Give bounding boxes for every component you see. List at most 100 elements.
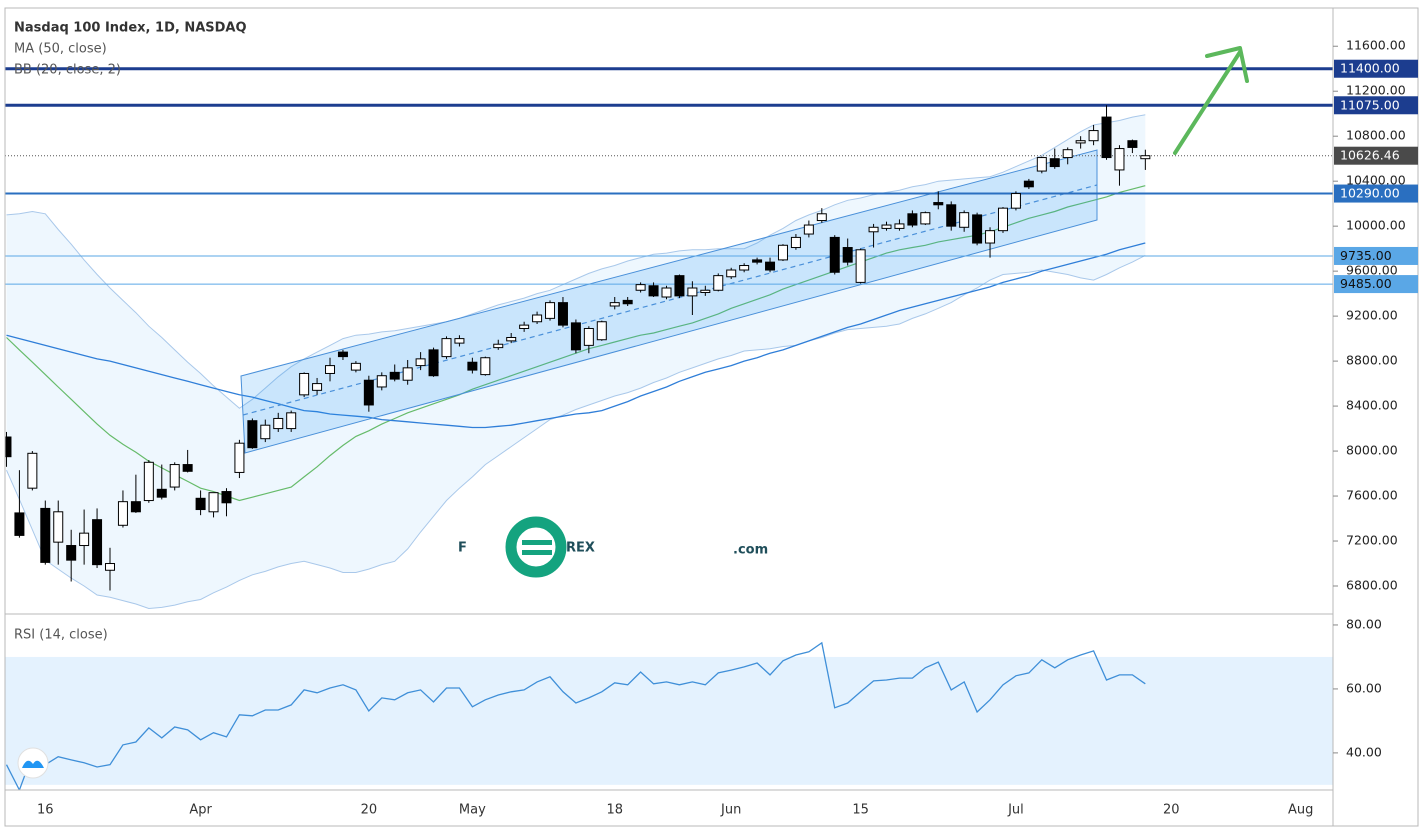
last-price-label: 10626.46 bbox=[1340, 148, 1400, 163]
candle-body bbox=[622, 299, 633, 305]
candle-body bbox=[467, 361, 478, 371]
logo-icon bbox=[22, 760, 44, 768]
arrow-head bbox=[1205, 46, 1249, 83]
candle-body bbox=[441, 338, 452, 358]
level-label: 11400.00 bbox=[1340, 61, 1400, 76]
rsi-line bbox=[5, 641, 1146, 790]
candle-body bbox=[169, 464, 180, 488]
y-tick-label: 10800.00 bbox=[1346, 128, 1406, 143]
candle-body bbox=[1075, 140, 1086, 144]
candle-body bbox=[1140, 155, 1151, 160]
watermark-o-bar bbox=[522, 550, 552, 555]
candle-body bbox=[92, 519, 103, 566]
candle-body bbox=[829, 236, 840, 273]
y-tick-label: 7600.00 bbox=[1346, 488, 1398, 503]
level-label: 9485.00 bbox=[1340, 276, 1392, 291]
candle-body bbox=[260, 424, 271, 440]
candle-body bbox=[519, 324, 530, 329]
candle-body bbox=[842, 247, 853, 263]
candle-body bbox=[907, 213, 918, 226]
candle-body bbox=[27, 452, 38, 489]
candle-body bbox=[959, 212, 970, 228]
candle-body bbox=[713, 275, 724, 291]
level-label-bg bbox=[1334, 184, 1418, 203]
candle-body bbox=[273, 417, 284, 430]
candle-body bbox=[363, 379, 374, 406]
candle-body bbox=[997, 207, 1008, 232]
bb-upper bbox=[6, 114, 1146, 409]
candle-body bbox=[596, 321, 607, 341]
candle-body bbox=[1036, 157, 1047, 172]
x-tick-label: 18 bbox=[606, 803, 623, 818]
x-tick-label: 20 bbox=[1163, 803, 1180, 818]
candle-body bbox=[532, 314, 543, 323]
candle-body bbox=[376, 375, 387, 388]
y-tick-label: 9200.00 bbox=[1346, 308, 1398, 323]
candle-body bbox=[66, 545, 77, 561]
level-layer bbox=[5, 67, 1333, 285]
candle-body bbox=[415, 358, 426, 367]
last-price-bg bbox=[1334, 146, 1418, 165]
rsi-title: RSI (14, close) bbox=[14, 628, 108, 643]
candle-body bbox=[609, 302, 620, 307]
candle-body bbox=[726, 269, 737, 278]
candle-body bbox=[648, 285, 659, 297]
candle-body bbox=[700, 289, 711, 294]
candle-body bbox=[208, 492, 219, 513]
candle-body bbox=[1101, 116, 1112, 159]
candle-body bbox=[299, 372, 310, 396]
candle-body bbox=[350, 362, 361, 371]
candle-body bbox=[312, 383, 323, 391]
candle-body bbox=[1088, 130, 1099, 142]
candle-layer bbox=[5, 105, 1151, 591]
candle-body bbox=[920, 212, 931, 225]
level-label-bg bbox=[1334, 96, 1418, 115]
watermark-o bbox=[505, 516, 567, 578]
axis-layer: 6800.00 7200.00 7600.00 8000.00 8400.00 8800.… bbox=[37, 38, 1418, 818]
watermark-right: REX bbox=[566, 541, 595, 556]
candle-body bbox=[454, 338, 465, 344]
candle-body bbox=[635, 284, 646, 291]
level-label: 10290.00 bbox=[1340, 186, 1400, 201]
candle-body bbox=[143, 461, 154, 502]
candle-body bbox=[1062, 149, 1073, 159]
candle-body bbox=[506, 336, 517, 342]
chart-title: Nasdaq 100 Index, 1D, NASDAQ bbox=[14, 21, 247, 36]
candle-body bbox=[79, 532, 90, 547]
candle-body bbox=[687, 287, 698, 297]
y-tick-label: 80.00 bbox=[1346, 616, 1382, 631]
candle-body bbox=[53, 511, 64, 543]
candle-body bbox=[661, 287, 672, 298]
candle-body bbox=[583, 327, 594, 346]
y-tick-label: 40.00 bbox=[1346, 744, 1382, 759]
candle-body bbox=[790, 236, 801, 249]
candle-body bbox=[765, 261, 776, 271]
candle-body bbox=[816, 213, 827, 222]
candle-body bbox=[1023, 180, 1034, 188]
candle-body bbox=[868, 226, 879, 233]
candle-body bbox=[105, 563, 116, 571]
candle-body bbox=[130, 501, 141, 513]
candle-body bbox=[739, 265, 750, 271]
watermark-suffix: .com bbox=[733, 543, 768, 558]
arrow bbox=[1173, 50, 1242, 155]
legend-entry: BB (20, close, 2) bbox=[14, 63, 121, 78]
y-tick-label: 11600.00 bbox=[1346, 38, 1406, 53]
x-tick-label: Aug bbox=[1288, 803, 1313, 818]
candle-body bbox=[803, 224, 814, 235]
watermark-o-bar bbox=[522, 540, 552, 545]
indicator-layer bbox=[6, 114, 1146, 610]
y-tick-label: 8400.00 bbox=[1346, 398, 1398, 413]
y-tick-label: 10000.00 bbox=[1346, 218, 1406, 233]
ma-line bbox=[6, 242, 1146, 429]
x-tick-label: 15 bbox=[852, 803, 869, 818]
candle-body bbox=[777, 244, 788, 261]
x-tick-label: May bbox=[459, 803, 486, 818]
watermark: F REX .com bbox=[458, 516, 768, 578]
candle-body bbox=[195, 497, 206, 511]
rsi-layer bbox=[5, 641, 1146, 790]
logo bbox=[17, 747, 49, 779]
frame bbox=[4, 7, 1419, 827]
x-tick-label: Apr bbox=[189, 803, 212, 818]
